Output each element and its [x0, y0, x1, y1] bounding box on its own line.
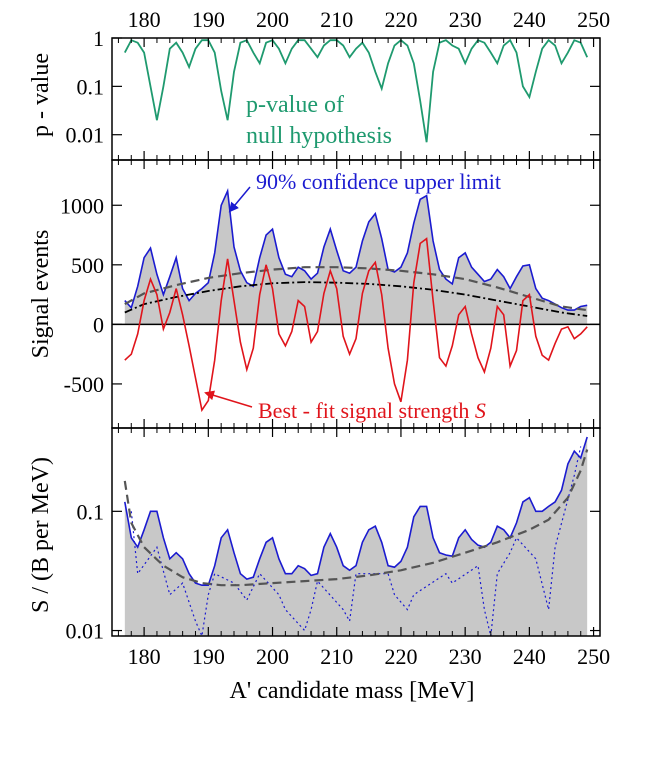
ratio-ylabel: S / (B per MeV) [28, 457, 54, 613]
expected-dashdot-line [124, 281, 588, 317]
bestfit-arrow [204, 390, 253, 408]
x-tick-label-bottom: 190 [192, 644, 225, 669]
signal-events-panel: 1000 500 0 -500 [60, 159, 601, 429]
signal-ytick-label: 1000 [60, 193, 104, 218]
x-tick-label-bottom: 210 [320, 644, 353, 669]
x-tick-label-top: 180 [128, 7, 161, 32]
x-tick-label-top: 230 [449, 7, 482, 32]
x-tick-label-top: 220 [384, 7, 417, 32]
x-tick-label-bottom: 180 [128, 644, 161, 669]
upper-limit-arrow [228, 186, 251, 213]
pvalue-ytick-label: 0.01 [66, 123, 105, 148]
ratio-ytick-label: 0.1 [77, 499, 105, 524]
pvalue-panel: 180 190 200 210 220 230 240 250 1 0.1 0.01 [66, 7, 610, 161]
x-tick-label-top: 240 [513, 7, 546, 32]
x-tick-label-top: 200 [256, 7, 289, 32]
upper-limit-fill [124, 191, 588, 325]
ratio-fill [124, 437, 588, 636]
signal-events-ylabel: Signal events [28, 230, 54, 359]
x-tick-label-bottom: 240 [513, 644, 546, 669]
x-tick-label-bottom: 220 [384, 644, 417, 669]
bestfit-annotation: Best - fit signal strength S [258, 398, 486, 423]
upper-limit-line [124, 188, 588, 311]
ratio-median-dashed-line [123, 449, 589, 587]
x-axis-label: A' candidate mass [MeV] [230, 678, 475, 704]
signal-ytick-label: -500 [64, 372, 104, 397]
x-tick-label-bottom: 230 [449, 644, 482, 669]
signal-ytick-label: 0 [93, 312, 104, 337]
pvalue-ytick-label: 0.1 [77, 74, 105, 99]
bestfit-symbol: S [475, 398, 486, 423]
pvalue-annotation-line1: p-value of [246, 92, 344, 118]
signal-to-background-panel: 180 190 200 210 220 230 240 250 0.1 0.01 [66, 427, 610, 669]
pvalue-line [124, 38, 589, 143]
pvalue-annotation-line2: null hypothesis [246, 123, 392, 149]
ratio-panel-frame [111, 427, 601, 637]
signal-ytick-label: 500 [71, 253, 104, 278]
upper-limit-annotation: 90% confidence upper limit [256, 169, 501, 194]
x-tick-label-bottom: 200 [256, 644, 289, 669]
pvalue-ytick-label: 1 [93, 26, 104, 51]
x-tick-label-top: 190 [192, 7, 225, 32]
median-limit-dashed-line [124, 266, 588, 312]
x-tick-label-top: 250 [577, 7, 610, 32]
x-tick-label-top: 210 [320, 7, 353, 32]
ratio-ytick-label: 0.01 [66, 619, 105, 644]
pvalue-ylabel: p - value [28, 53, 54, 137]
x-tick-label-bottom: 250 [577, 644, 610, 669]
bestfit-line [124, 237, 588, 413]
